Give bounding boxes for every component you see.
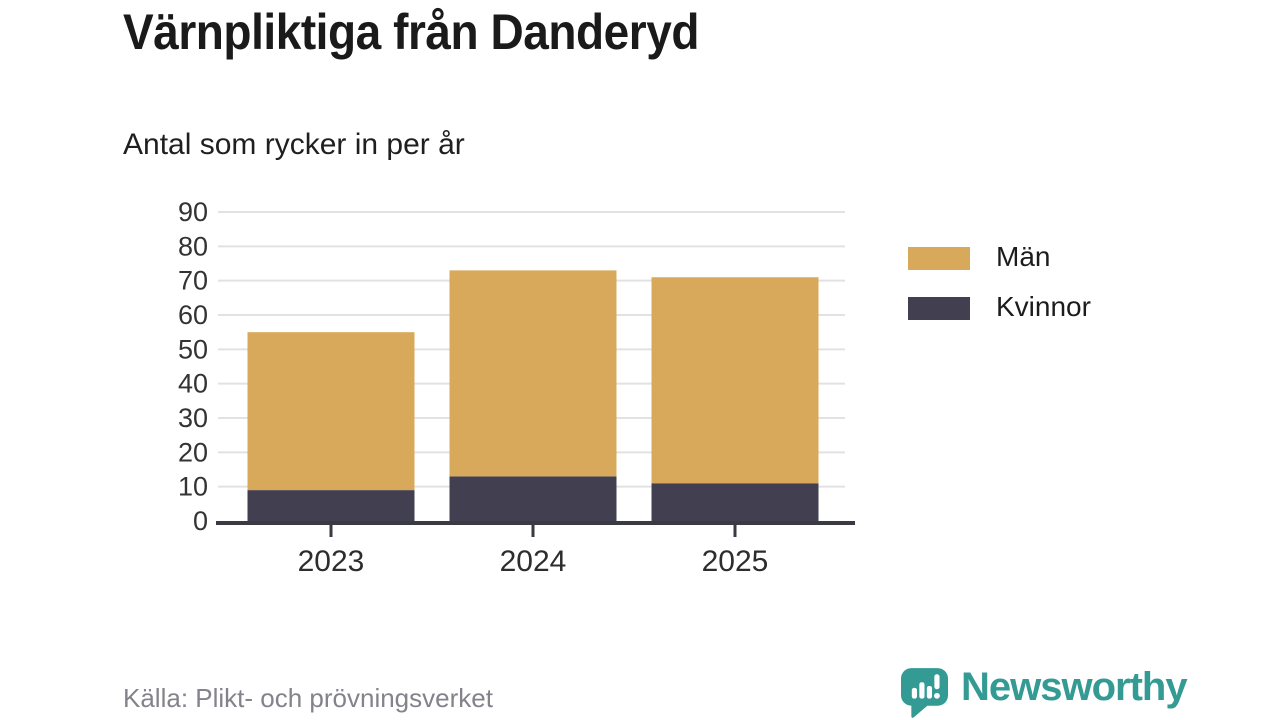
y-axis-tick-label: 40	[178, 369, 208, 399]
y-axis-tick-label: 70	[178, 266, 208, 296]
newsworthy-logo-icon	[901, 668, 948, 718]
legend-item-kvinnor: Kvinnor	[908, 291, 1091, 322]
newsworthy-wordmark: Newsworthy	[961, 665, 1188, 709]
bar-segment-kvinnor-2023	[247, 490, 415, 521]
source-attribution: Källa: Plikt- och prövningsverket	[123, 683, 493, 713]
bar-segment-män-2024	[449, 270, 617, 477]
chart-legend: Män Kvinnor	[908, 241, 1091, 344]
y-axis-tick-label: 30	[178, 403, 208, 433]
x-axis-tick-label: 2023	[298, 545, 365, 578]
y-axis-tick-label: 20	[178, 437, 208, 467]
legend-label: Kvinnor	[996, 291, 1091, 322]
newsworthy-branding: Newsworthy	[901, 665, 1188, 719]
legend-item-män: Män	[908, 241, 1091, 272]
y-axis-tick-label: 50	[178, 334, 208, 364]
legend-swatch	[908, 246, 970, 270]
bar-segment-män-2025	[651, 277, 819, 484]
stacked-bar-chart: 0 10 20 30 40 50 60 70 80 90 2023 2024 2025	[178, 197, 855, 578]
bar-segment-kvinnor-2024	[449, 476, 617, 521]
y-axis-tick-label: 10	[178, 472, 208, 502]
bar-segment-män-2023	[247, 332, 415, 491]
x-axis-tick-label: 2025	[702, 545, 769, 578]
y-axis-tick-label: 80	[178, 231, 208, 261]
bar-segment-kvinnor-2025	[651, 483, 819, 521]
legend-label: Män	[996, 241, 1051, 272]
x-axis-tick-label: 2024	[500, 545, 567, 578]
chart-title: Värnpliktiga från Danderyd	[123, 4, 699, 60]
chart-subtitle: Antal som rycker in per år	[123, 128, 465, 161]
y-axis-tick-label: 90	[178, 197, 208, 227]
y-axis-tick-label: 60	[178, 300, 208, 330]
y-axis-tick-label: 0	[193, 506, 208, 536]
logo-bar-chart-glyph	[911, 674, 940, 699]
legend-swatch	[908, 296, 970, 320]
